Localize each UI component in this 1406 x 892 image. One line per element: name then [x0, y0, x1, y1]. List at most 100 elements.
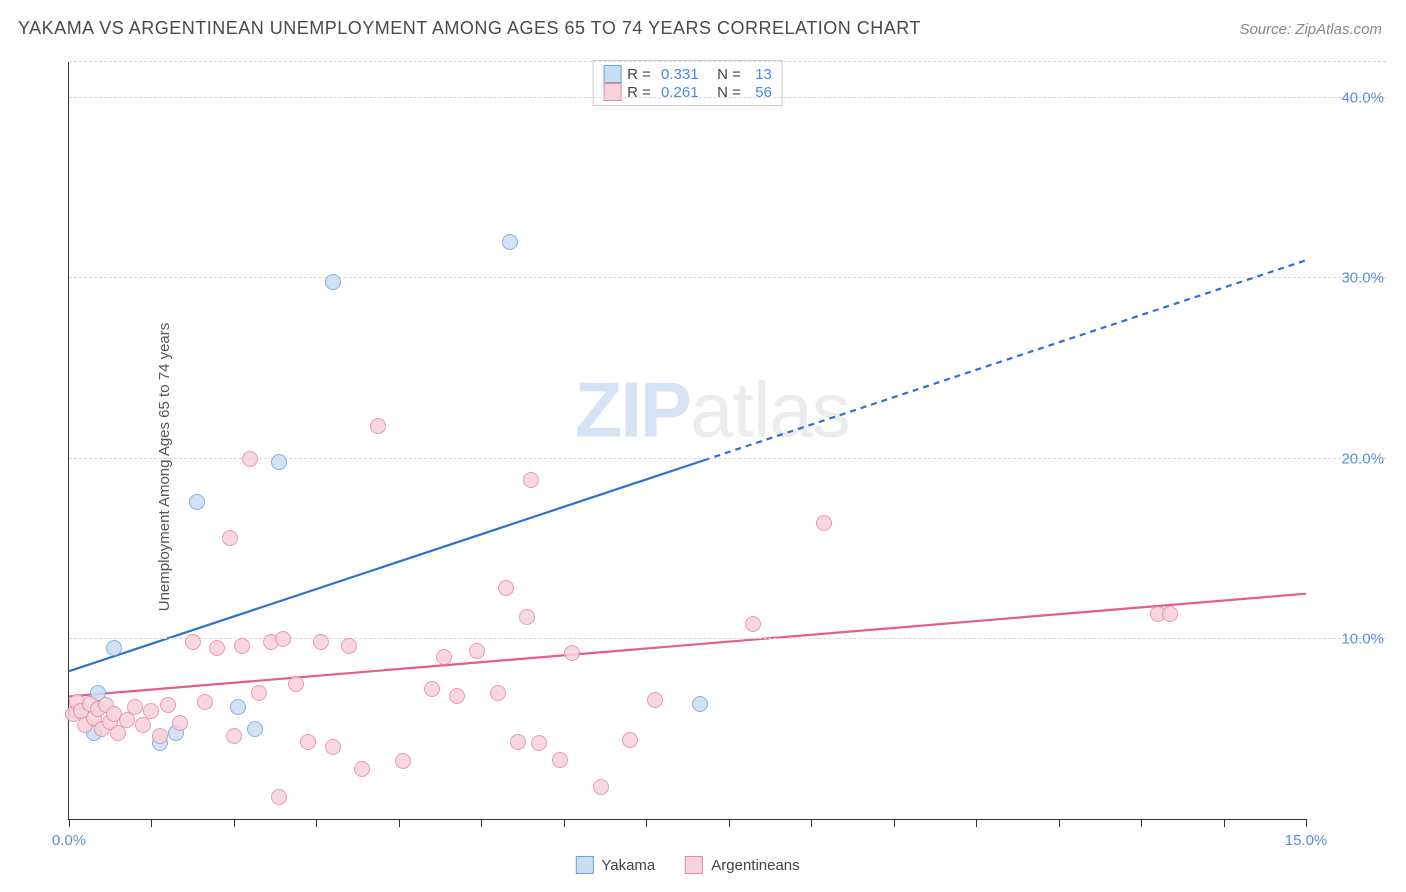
data-point: [185, 634, 201, 650]
legend-swatch: [575, 856, 593, 874]
data-point: [197, 694, 213, 710]
legend-series: Yakama Argentineans: [575, 856, 799, 874]
data-point: [160, 697, 176, 713]
data-point: [271, 454, 287, 470]
data-point: [502, 234, 518, 250]
x-tick: [811, 819, 812, 827]
trend-line: [69, 460, 704, 671]
legend-label: Argentineans: [711, 857, 799, 874]
x-tick: [69, 819, 70, 827]
data-point: [135, 717, 151, 733]
data-point: [498, 580, 514, 596]
legend-stats: R = 0.331 N = 13R = 0.261 N = 56: [592, 60, 783, 106]
y-tick-label: 20.0%: [1341, 450, 1384, 467]
watermark: ZIPatlas: [575, 365, 850, 456]
data-point: [745, 616, 761, 632]
y-tick-label: 40.0%: [1341, 90, 1384, 107]
data-point: [172, 715, 188, 731]
legend-stat-row: R = 0.261 N = 56: [603, 83, 772, 101]
x-tick: [894, 819, 895, 827]
x-tick: [234, 819, 235, 827]
data-point: [271, 789, 287, 805]
data-point: [226, 728, 242, 744]
r-label: R =: [627, 66, 655, 83]
x-tick: [316, 819, 317, 827]
trend-lines: [69, 62, 1306, 819]
x-tick: [1141, 819, 1142, 827]
y-tick-label: 10.0%: [1341, 630, 1384, 647]
data-point: [1162, 606, 1178, 622]
data-point: [436, 649, 452, 665]
plot-region: ZIPatlas R = 0.331 N = 13R = 0.261 N = 5…: [68, 62, 1306, 820]
data-point: [647, 692, 663, 708]
trend-line-dashed: [704, 260, 1306, 460]
n-value: 13: [755, 66, 772, 83]
data-point: [209, 640, 225, 656]
data-point: [189, 494, 205, 510]
x-tick: [1306, 819, 1307, 827]
data-point: [230, 699, 246, 715]
x-tick: [1224, 819, 1225, 827]
watermark-atlas: atlas: [690, 366, 850, 454]
chart-source: Source: ZipAtlas.com: [1239, 21, 1382, 38]
data-point: [106, 640, 122, 656]
data-point: [341, 638, 357, 654]
data-point: [519, 609, 535, 625]
x-tick-label: 0.0%: [52, 832, 86, 849]
data-point: [300, 734, 316, 750]
data-point: [288, 676, 304, 692]
data-point: [523, 472, 539, 488]
data-point: [816, 515, 832, 531]
chart-header: YAKAMA VS ARGENTINEAN UNEMPLOYMENT AMONG…: [0, 0, 1406, 47]
x-tick: [564, 819, 565, 827]
legend-stat-row: R = 0.331 N = 13: [603, 65, 772, 83]
data-point: [395, 753, 411, 769]
data-point: [490, 685, 506, 701]
legend-swatch: [603, 83, 621, 101]
data-point: [692, 696, 708, 712]
gridline: [69, 277, 1386, 278]
x-tick: [976, 819, 977, 827]
n-label: N =: [705, 66, 750, 83]
y-tick-label: 30.0%: [1341, 270, 1384, 287]
data-point: [531, 735, 547, 751]
data-point: [510, 734, 526, 750]
data-point: [370, 418, 386, 434]
data-point: [622, 732, 638, 748]
data-point: [552, 752, 568, 768]
data-point: [152, 728, 168, 744]
data-point: [469, 643, 485, 659]
data-point: [354, 761, 370, 777]
x-tick: [399, 819, 400, 827]
data-point: [325, 739, 341, 755]
legend-item: Argentineans: [685, 856, 799, 874]
data-point: [325, 274, 341, 290]
data-point: [247, 721, 263, 737]
data-point: [275, 631, 291, 647]
watermark-zip: ZIP: [575, 366, 690, 454]
data-point: [313, 634, 329, 650]
legend-item: Yakama: [575, 856, 655, 874]
x-tick: [729, 819, 730, 827]
data-point: [143, 703, 159, 719]
legend-label: Yakama: [601, 857, 655, 874]
data-point: [424, 681, 440, 697]
x-tick: [481, 819, 482, 827]
gridline: [69, 458, 1386, 459]
data-point: [234, 638, 250, 654]
x-tick: [151, 819, 152, 827]
data-point: [242, 451, 258, 467]
x-tick: [646, 819, 647, 827]
r-value: 0.331: [661, 66, 699, 83]
chart-title: YAKAMA VS ARGENTINEAN UNEMPLOYMENT AMONG…: [18, 18, 921, 39]
gridline: [69, 97, 1386, 98]
data-point: [251, 685, 267, 701]
data-point: [449, 688, 465, 704]
data-point: [127, 699, 143, 715]
x-tick-label: 15.0%: [1285, 832, 1328, 849]
data-point: [593, 779, 609, 795]
chart-area: Unemployment Among Ages 65 to 74 years Z…: [30, 52, 1386, 882]
trend-line: [69, 594, 1306, 697]
legend-swatch: [603, 65, 621, 83]
gridline: [69, 61, 1386, 62]
